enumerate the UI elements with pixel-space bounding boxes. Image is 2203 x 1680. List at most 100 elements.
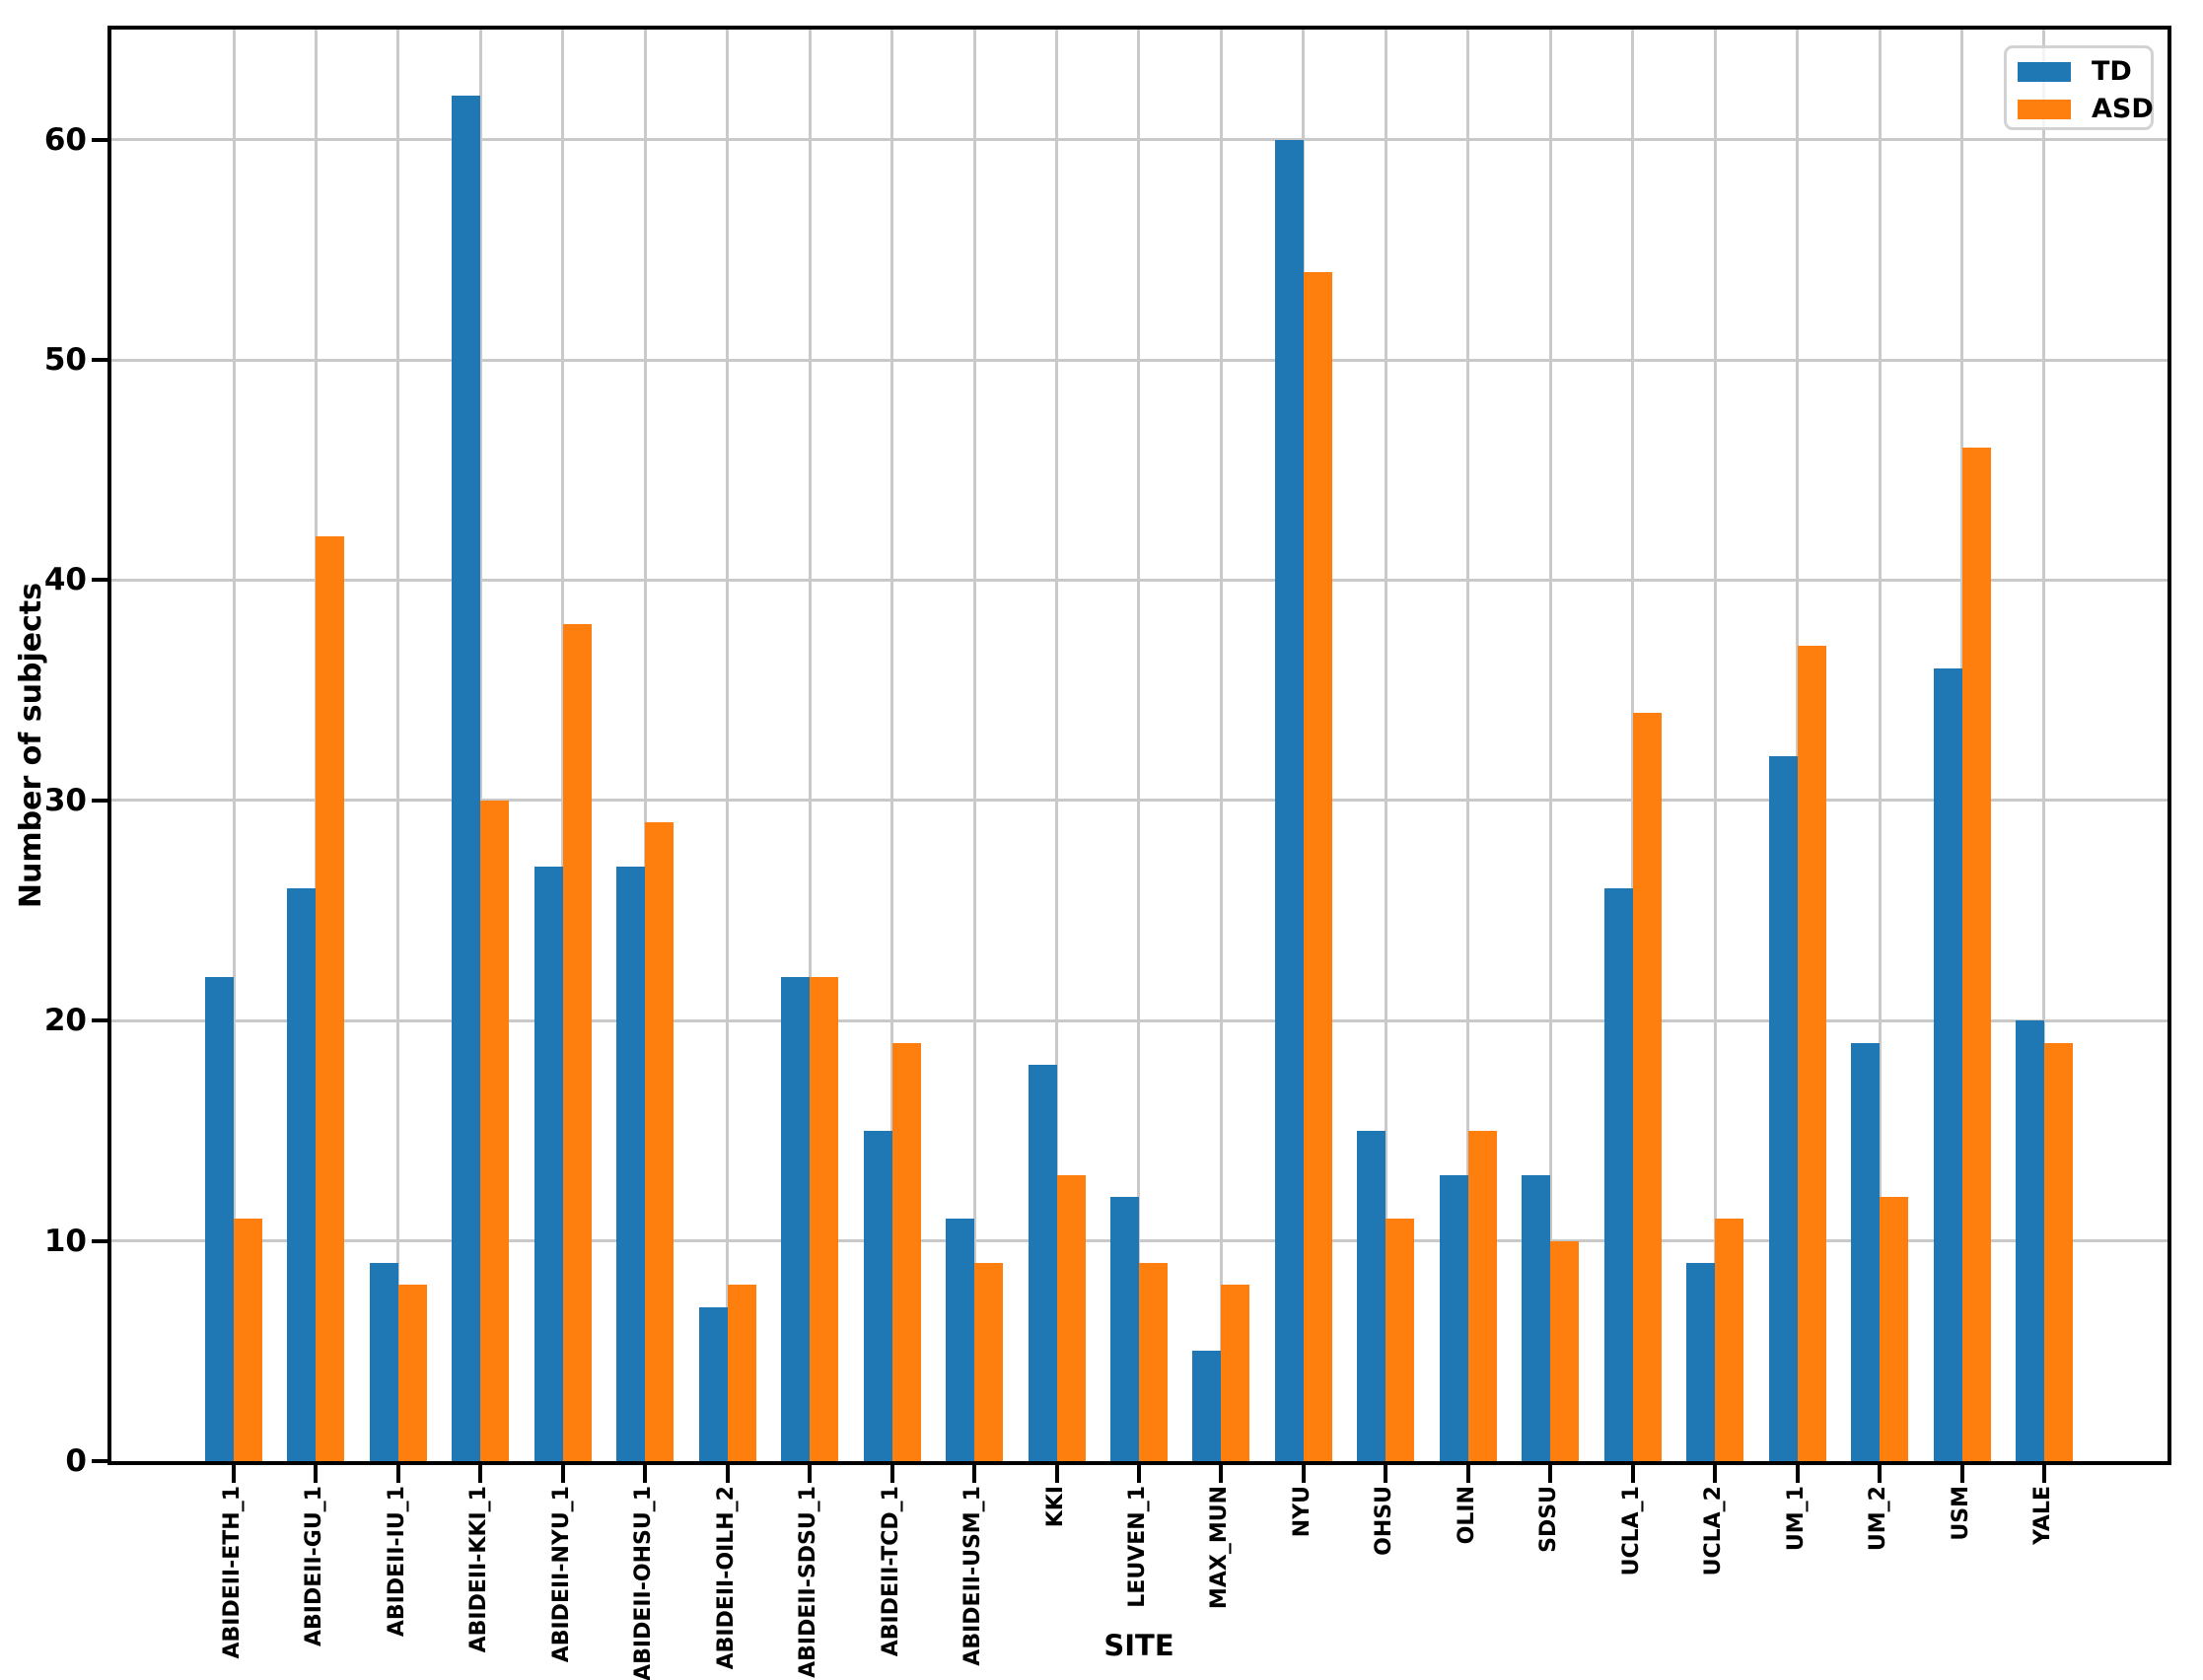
x-tick-mark [1878, 1461, 1883, 1483]
bar-asd-yale [2043, 1042, 2073, 1461]
bar-td-olin [1439, 1174, 1468, 1461]
y-tick-label: 0 [65, 1443, 87, 1479]
bar-td-ucla_2 [1686, 1262, 1716, 1461]
gridline-vertical [1055, 30, 1059, 1461]
x-tick-label: SDSU [1536, 1486, 1562, 1553]
bar-td-abideii-eth_1 [205, 976, 234, 1461]
y-tick-label: 30 [43, 782, 87, 818]
x-tick-label: ABIDEII-IU_1 [384, 1486, 409, 1638]
gridline-vertical [808, 30, 812, 1461]
y-tick-mark [92, 358, 111, 363]
bar-asd-abideii-eth_1 [234, 1219, 262, 1461]
gridline-vertical [1466, 30, 1470, 1461]
x-tick-label: OHSU [1372, 1486, 1397, 1556]
x-tick-label: UCLA_2 [1701, 1486, 1727, 1576]
bar-td-yale [2015, 1020, 2044, 1461]
x-tick-mark [1301, 1461, 1306, 1483]
x-tick-mark [560, 1461, 565, 1483]
gridline-vertical [643, 30, 647, 1461]
bar-td-um_2 [1851, 1042, 1881, 1461]
x-tick-mark [1795, 1461, 1800, 1483]
y-tick-label: 50 [43, 342, 87, 379]
x-tick-label: ABIDEII-SDSU_1 [796, 1486, 821, 1678]
y-tick-label: 40 [43, 562, 87, 598]
y-tick-label: 20 [43, 1003, 87, 1039]
plot-area [111, 30, 2167, 1461]
bar-asd-abideii-oilh_2 [727, 1285, 756, 1461]
x-tick-mark [1219, 1461, 1224, 1483]
bar-asd-abideii-nyu_1 [562, 624, 592, 1461]
bar-td-ucla_1 [1603, 888, 1633, 1461]
gridline-vertical [972, 30, 976, 1461]
bar-asd-ucla_2 [1715, 1219, 1744, 1461]
y-tick-mark [92, 1459, 111, 1463]
y-tick-label: 60 [43, 121, 87, 158]
bar-asd-sdsu [1550, 1240, 1580, 1461]
gridline-vertical [396, 30, 400, 1461]
bar-asd-olin [1467, 1130, 1497, 1461]
x-tick-label: UM_1 [1783, 1486, 1809, 1552]
gridline-vertical [726, 30, 730, 1461]
gridline-vertical [1384, 30, 1387, 1461]
bar-td-um_1 [1768, 756, 1798, 1461]
x-tick-mark [808, 1461, 813, 1483]
legend-swatch-td [2018, 62, 2071, 82]
bar-td-nyu [1274, 139, 1304, 1461]
bar-td-abideii-sdsu_1 [781, 976, 811, 1461]
legend: TD ASD [2004, 45, 2154, 130]
y-tick-mark [92, 1018, 111, 1023]
legend-label-td: TD [2092, 56, 2132, 87]
x-tick-label: LEUVEN_1 [1124, 1486, 1150, 1608]
gridline-vertical [1219, 30, 1223, 1461]
x-tick-mark [1054, 1461, 1059, 1483]
bar-asd-abideii-gu_1 [316, 535, 345, 1461]
x-tick-label: ABIDEII-GU_1 [302, 1486, 327, 1647]
bar-asd-abideii-usm_1 [974, 1262, 1004, 1461]
x-tick-label: OLIN [1454, 1486, 1479, 1545]
gridline-vertical [478, 30, 482, 1461]
y-tick-mark [92, 137, 111, 142]
x-tick-mark [889, 1461, 894, 1483]
bar-td-sdsu [1522, 1174, 1551, 1461]
bar-td-abideii-usm_1 [946, 1219, 975, 1461]
bar-td-kki [1028, 1064, 1057, 1461]
gridline-vertical [2042, 30, 2046, 1461]
x-tick-mark [643, 1461, 648, 1483]
x-tick-mark [1630, 1461, 1635, 1483]
bar-td-abideii-kki_1 [452, 96, 481, 1461]
bar-asd-nyu [1303, 271, 1332, 1461]
legend-label-asd: ASD [2092, 94, 2154, 124]
x-tick-mark [478, 1461, 483, 1483]
bar-asd-ohsu [1386, 1219, 1415, 1461]
bar-asd-leuven_1 [1138, 1262, 1168, 1461]
bar-td-abideii-iu_1 [369, 1262, 398, 1461]
bar-asd-abideii-ohsu_1 [645, 822, 675, 1461]
gridline-vertical [1548, 30, 1552, 1461]
x-tick-mark [1959, 1461, 1964, 1483]
bar-td-ohsu [1357, 1130, 1386, 1461]
x-tick-mark [1465, 1461, 1470, 1483]
y-axis-label: Number of subjects [14, 582, 48, 909]
y-tick-mark [92, 798, 111, 803]
x-tick-label: ABIDEII-NYU_1 [548, 1486, 574, 1663]
bar-asd-um_2 [1880, 1196, 1909, 1461]
bar-asd-max_mun [1221, 1285, 1250, 1461]
x-tick-mark [972, 1461, 977, 1483]
x-tick-label: NYU [1289, 1486, 1315, 1538]
x-tick-mark [1136, 1461, 1141, 1483]
y-tick-mark [92, 1238, 111, 1243]
x-tick-label: ABIDEII-OILH_2 [713, 1486, 739, 1670]
bar-asd-kki [1056, 1174, 1086, 1461]
bar-asd-abideii-kki_1 [480, 800, 510, 1461]
x-tick-label: ABIDEII-OHSU_1 [631, 1486, 657, 1680]
x-tick-label: ABIDEII-KKI_1 [466, 1486, 492, 1653]
bar-asd-ucla_1 [1632, 712, 1662, 1461]
bar-td-usm [1933, 667, 1962, 1461]
x-tick-mark [1548, 1461, 1553, 1483]
x-tick-mark [725, 1461, 730, 1483]
x-tick-label: ABIDEII-TCD_1 [878, 1486, 903, 1657]
bar-asd-abideii-tcd_1 [891, 1042, 921, 1461]
y-tick-label: 10 [43, 1223, 87, 1259]
x-tick-mark [1384, 1461, 1388, 1483]
bar-asd-usm [1961, 448, 1991, 1461]
